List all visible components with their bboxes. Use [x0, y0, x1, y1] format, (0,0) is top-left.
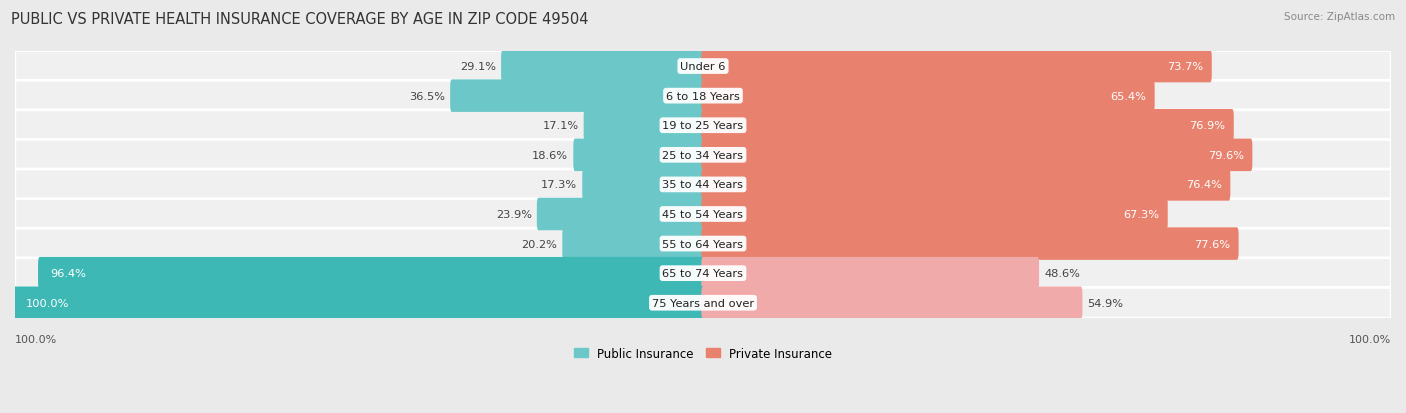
- Text: 25 to 34 Years: 25 to 34 Years: [662, 150, 744, 160]
- FancyBboxPatch shape: [702, 110, 1234, 142]
- FancyBboxPatch shape: [537, 198, 704, 231]
- Text: 45 to 54 Years: 45 to 54 Years: [662, 209, 744, 219]
- Text: Source: ZipAtlas.com: Source: ZipAtlas.com: [1284, 12, 1395, 22]
- Text: 18.6%: 18.6%: [531, 150, 568, 160]
- FancyBboxPatch shape: [501, 51, 704, 83]
- Legend: Public Insurance, Private Insurance: Public Insurance, Private Insurance: [574, 347, 832, 360]
- Text: 35 to 44 Years: 35 to 44 Years: [662, 180, 744, 190]
- Text: 48.6%: 48.6%: [1045, 268, 1080, 278]
- FancyBboxPatch shape: [15, 258, 1391, 289]
- Text: 67.3%: 67.3%: [1123, 209, 1159, 219]
- FancyBboxPatch shape: [38, 257, 704, 290]
- Text: 54.9%: 54.9%: [1088, 298, 1123, 308]
- Text: 55 to 64 Years: 55 to 64 Years: [662, 239, 744, 249]
- Text: 17.3%: 17.3%: [541, 180, 576, 190]
- FancyBboxPatch shape: [574, 139, 704, 172]
- FancyBboxPatch shape: [15, 288, 1391, 318]
- Text: 79.6%: 79.6%: [1208, 150, 1244, 160]
- Text: 77.6%: 77.6%: [1194, 239, 1230, 249]
- Text: 76.4%: 76.4%: [1185, 180, 1222, 190]
- Text: 65.4%: 65.4%: [1111, 91, 1146, 102]
- FancyBboxPatch shape: [702, 139, 1253, 172]
- FancyBboxPatch shape: [13, 287, 704, 319]
- FancyBboxPatch shape: [702, 169, 1230, 201]
- FancyBboxPatch shape: [562, 228, 704, 260]
- Text: 6 to 18 Years: 6 to 18 Years: [666, 91, 740, 102]
- Text: 19 to 25 Years: 19 to 25 Years: [662, 121, 744, 131]
- Text: 76.9%: 76.9%: [1189, 121, 1225, 131]
- Text: 20.2%: 20.2%: [522, 239, 557, 249]
- Text: Under 6: Under 6: [681, 62, 725, 72]
- Text: 23.9%: 23.9%: [496, 209, 531, 219]
- Text: 29.1%: 29.1%: [460, 62, 496, 72]
- FancyBboxPatch shape: [702, 257, 1039, 290]
- FancyBboxPatch shape: [15, 52, 1391, 82]
- FancyBboxPatch shape: [15, 199, 1391, 230]
- FancyBboxPatch shape: [702, 51, 1212, 83]
- Text: 100.0%: 100.0%: [25, 298, 69, 308]
- FancyBboxPatch shape: [702, 228, 1239, 260]
- FancyBboxPatch shape: [450, 80, 704, 113]
- FancyBboxPatch shape: [15, 111, 1391, 141]
- Text: 100.0%: 100.0%: [1348, 334, 1391, 344]
- FancyBboxPatch shape: [702, 198, 1168, 231]
- FancyBboxPatch shape: [15, 81, 1391, 112]
- FancyBboxPatch shape: [702, 80, 1154, 113]
- Text: 73.7%: 73.7%: [1167, 62, 1204, 72]
- Text: 96.4%: 96.4%: [51, 268, 86, 278]
- FancyBboxPatch shape: [583, 110, 704, 142]
- Text: 100.0%: 100.0%: [15, 334, 58, 344]
- FancyBboxPatch shape: [702, 287, 1083, 319]
- Text: 36.5%: 36.5%: [409, 91, 446, 102]
- FancyBboxPatch shape: [15, 140, 1391, 171]
- FancyBboxPatch shape: [15, 229, 1391, 259]
- Text: 75 Years and over: 75 Years and over: [652, 298, 754, 308]
- FancyBboxPatch shape: [15, 170, 1391, 200]
- Text: PUBLIC VS PRIVATE HEALTH INSURANCE COVERAGE BY AGE IN ZIP CODE 49504: PUBLIC VS PRIVATE HEALTH INSURANCE COVER…: [11, 12, 589, 27]
- FancyBboxPatch shape: [582, 169, 704, 201]
- Text: 17.1%: 17.1%: [543, 121, 578, 131]
- Text: 65 to 74 Years: 65 to 74 Years: [662, 268, 744, 278]
